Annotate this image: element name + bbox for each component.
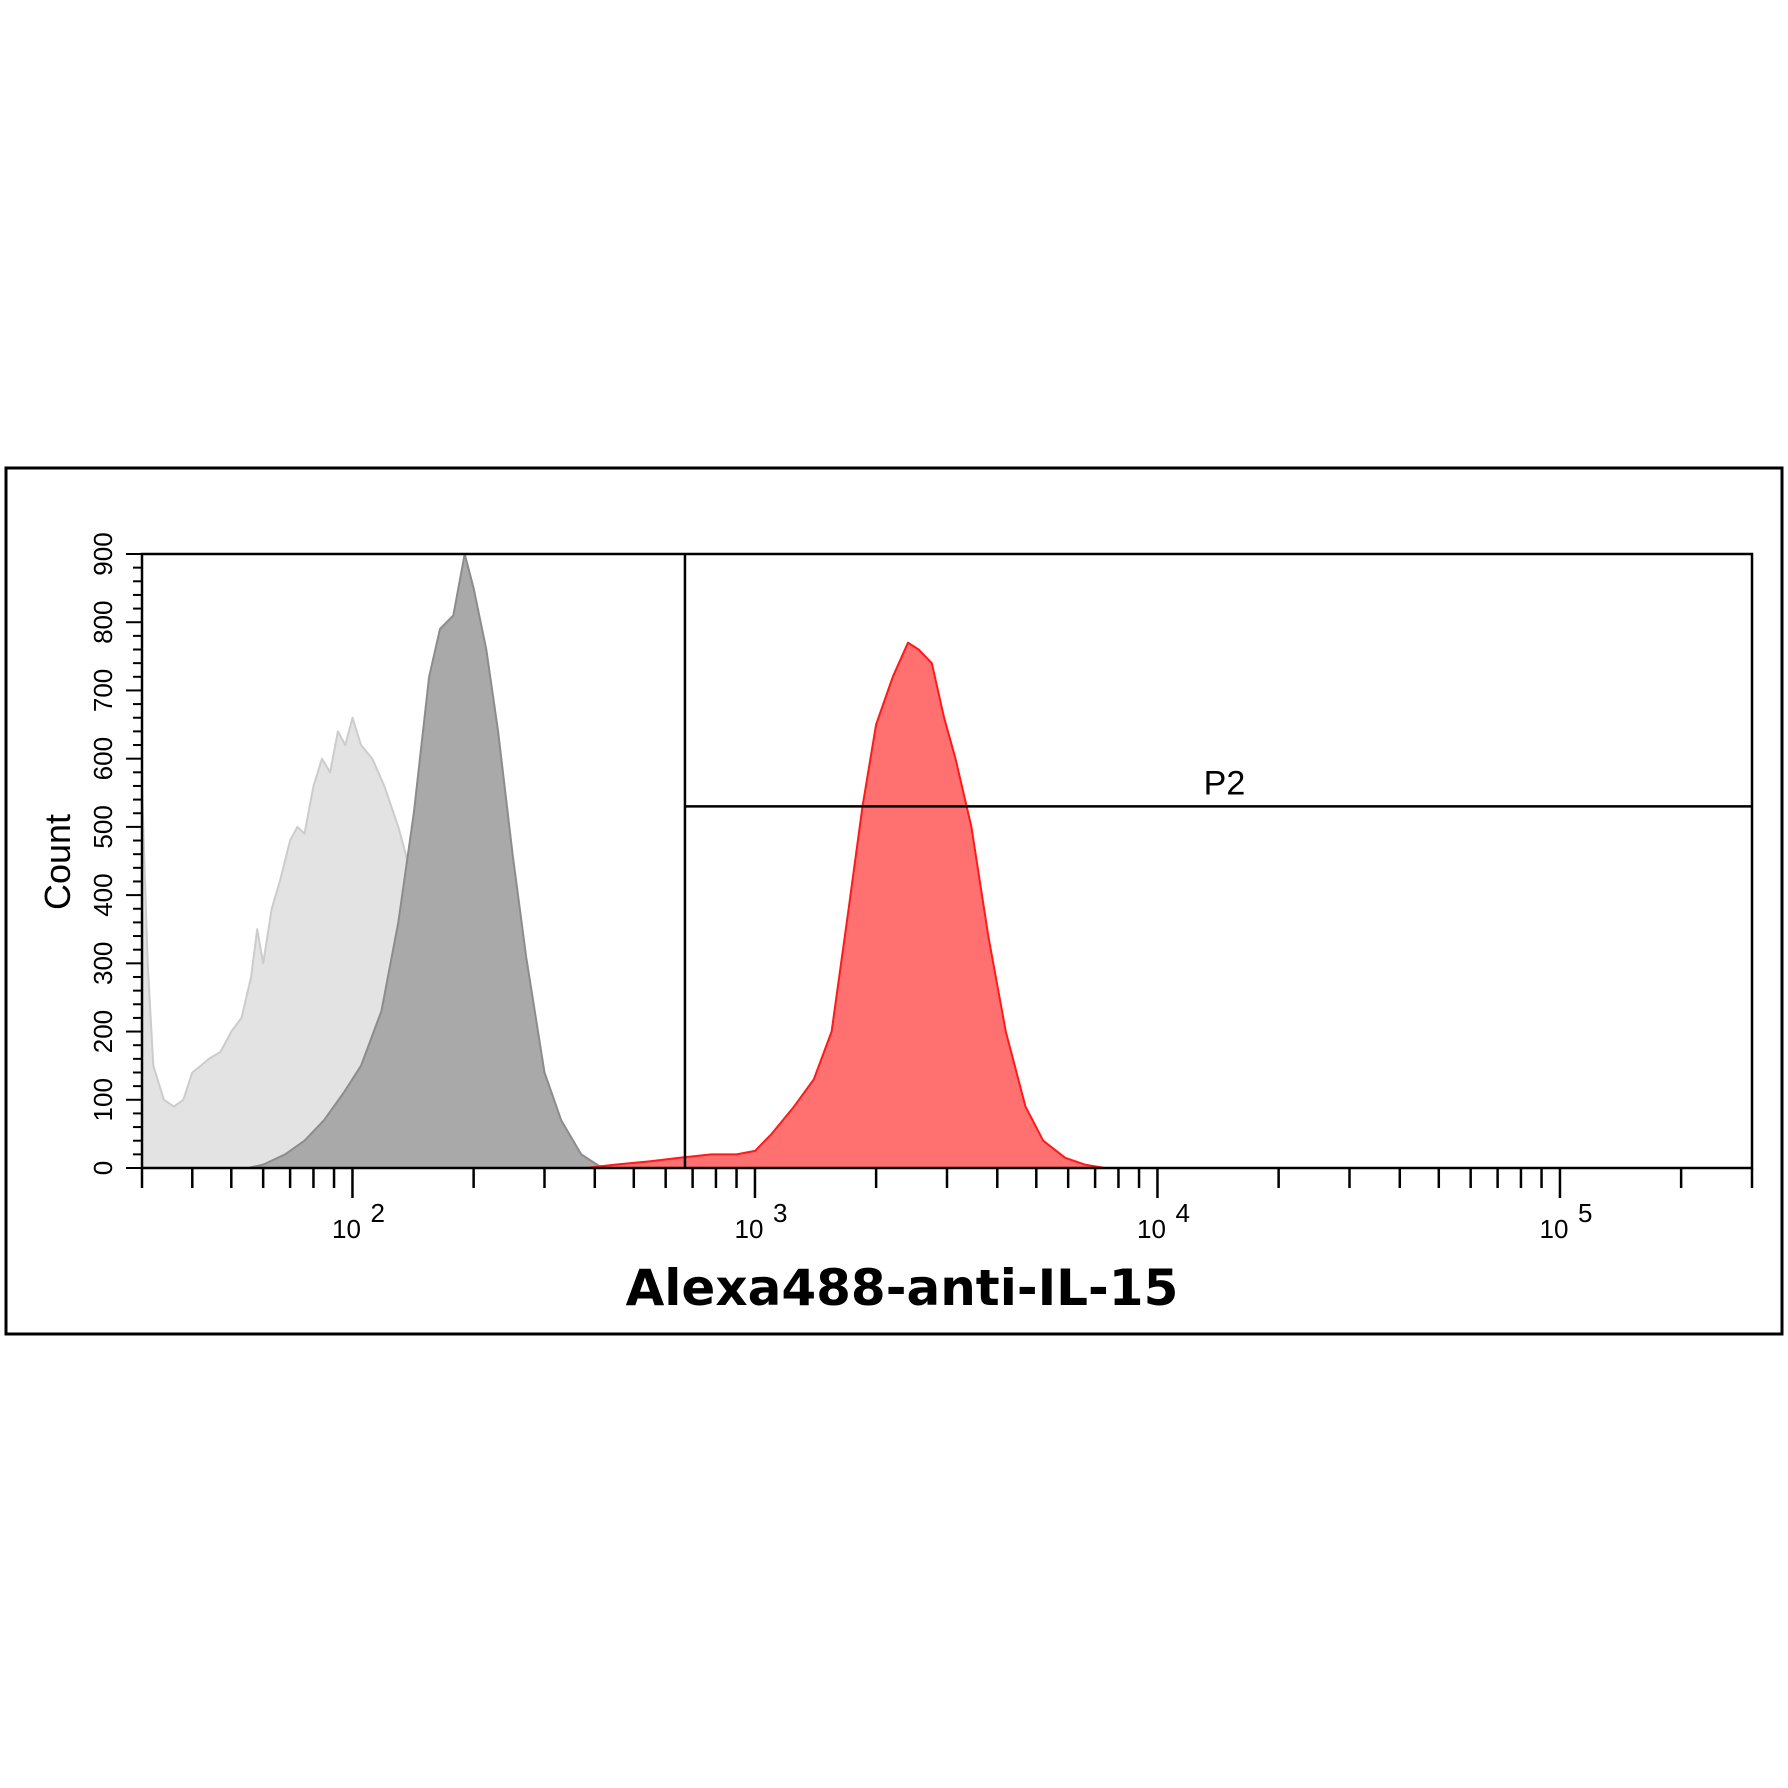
y-tick-label: 400: [88, 873, 118, 916]
x-tick-label: 10: [734, 1214, 763, 1244]
x-tick-exponent: 2: [370, 1198, 384, 1228]
gate-layer: P2: [683, 554, 1752, 1168]
y-tick-label: 900: [88, 532, 118, 575]
x-tick-exponent: 3: [773, 1198, 787, 1228]
y-tick-label: 300: [88, 942, 118, 985]
gate-p2-label: P2: [1204, 764, 1246, 802]
y-tick-label: 600: [88, 737, 118, 780]
y-axis-title: Count: [37, 814, 78, 910]
y-tick-label: 100: [88, 1078, 118, 1121]
x-tick-label: 10: [1539, 1214, 1568, 1244]
histogram-series-layer: [141, 553, 1106, 1169]
x-tick-label: 10: [332, 1214, 361, 1244]
x-axis-title: Alexa488-anti-IL-15: [626, 1259, 1179, 1317]
x-tick-label: 10: [1137, 1214, 1166, 1244]
histogram-series-2: [247, 553, 617, 1169]
y-axis: 0 100 200 300 400 500 600 700 800 900: [88, 532, 142, 1175]
y-tick-label: 500: [88, 805, 118, 848]
y-tick-label: 0: [88, 1161, 118, 1175]
x-axis: 10 2 10 3 10 4 10 5: [140, 1168, 1754, 1244]
y-tick-label: 200: [88, 1010, 118, 1053]
x-tick-exponent: 5: [1578, 1198, 1592, 1228]
histogram-series-3: [584, 641, 1106, 1169]
x-tick-exponent: 4: [1175, 1198, 1189, 1228]
y-tick-label: 700: [88, 669, 118, 712]
y-tick-label: 800: [88, 601, 118, 644]
